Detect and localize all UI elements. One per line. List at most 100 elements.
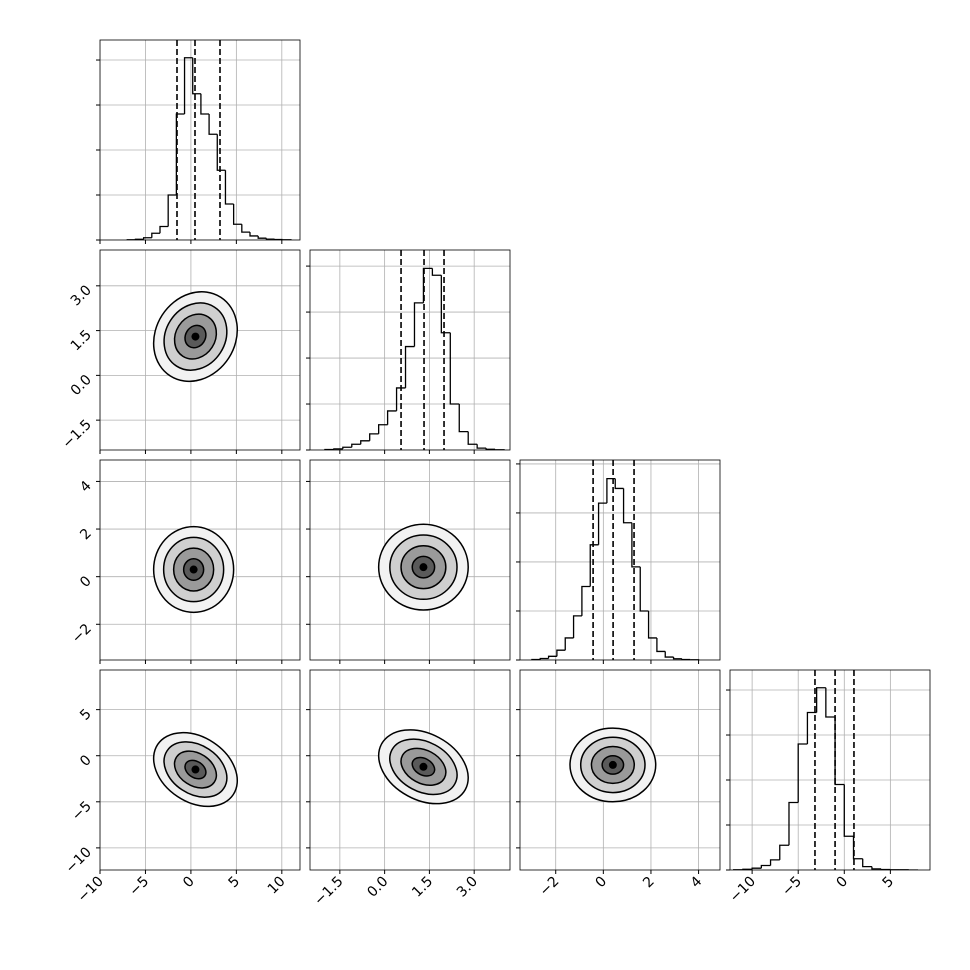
histogram-bin bbox=[192, 57, 201, 95]
histogram-bin bbox=[639, 566, 649, 612]
panel-frame bbox=[309, 669, 511, 871]
histogram-bin bbox=[769, 859, 780, 866]
center-point bbox=[608, 760, 617, 769]
histogram-bin bbox=[647, 610, 657, 639]
y-tick-label: 0 bbox=[77, 752, 95, 770]
histogram-bin bbox=[159, 225, 169, 234]
x-tick-label: −5 bbox=[779, 874, 805, 900]
y-tick-label: 1.5 bbox=[68, 327, 95, 354]
center-point bbox=[191, 332, 200, 341]
histogram-bin bbox=[167, 194, 177, 227]
histogram-bin bbox=[547, 655, 557, 659]
panel bbox=[730, 670, 930, 870]
histogram-bin bbox=[333, 448, 343, 450]
x-tick-label: 0 bbox=[593, 874, 611, 892]
histogram-bin bbox=[672, 657, 682, 660]
panel-frame bbox=[519, 459, 721, 661]
x-tick-label: −10 bbox=[75, 874, 107, 906]
histogram-bin bbox=[216, 134, 226, 171]
histogram-bin bbox=[241, 224, 250, 233]
histogram-bin bbox=[871, 866, 882, 870]
histogram-bin bbox=[572, 615, 582, 638]
histogram-bin bbox=[369, 433, 379, 441]
center-point bbox=[419, 762, 428, 771]
histogram-bin bbox=[485, 448, 496, 450]
panel-frame bbox=[309, 459, 511, 661]
histogram-bin bbox=[224, 170, 234, 205]
center-point bbox=[189, 565, 198, 574]
histogram-bin bbox=[797, 743, 808, 803]
panel bbox=[310, 250, 510, 450]
y-tick-label: 5 bbox=[77, 706, 95, 724]
histogram-bin bbox=[142, 237, 152, 240]
histogram-bin bbox=[151, 232, 160, 238]
x-tick-label: −2 bbox=[537, 874, 563, 900]
histogram-bin bbox=[458, 404, 469, 433]
histogram-bin bbox=[834, 717, 845, 786]
y-tick-label: −10 bbox=[63, 844, 95, 876]
panel-frame bbox=[99, 669, 301, 871]
histogram-bin bbox=[664, 651, 674, 658]
y-tick-label: −1.5 bbox=[59, 417, 94, 452]
center-point bbox=[191, 765, 200, 774]
histogram-bin bbox=[779, 844, 789, 860]
panel bbox=[520, 460, 720, 660]
histogram-bin bbox=[467, 431, 478, 445]
y-tick-label: 0 bbox=[77, 573, 95, 591]
histogram-bin bbox=[581, 585, 591, 616]
histogram-bin bbox=[589, 544, 599, 587]
histogram-bin bbox=[200, 93, 210, 115]
panel-frame bbox=[519, 669, 721, 871]
histogram-bin bbox=[788, 801, 799, 846]
histogram-bin bbox=[825, 687, 836, 718]
histogram-bin bbox=[440, 275, 451, 334]
x-tick-label: 4 bbox=[688, 873, 706, 891]
histogram-bin bbox=[404, 345, 415, 388]
x-tick-label: −1.5 bbox=[311, 874, 346, 909]
histogram-bin bbox=[656, 637, 666, 653]
histogram-bin bbox=[265, 238, 275, 240]
y-tick-label: 0.0 bbox=[68, 372, 95, 399]
x-tick-label: 2 bbox=[640, 874, 658, 892]
histogram-bin bbox=[631, 522, 641, 568]
panel bbox=[310, 460, 510, 660]
x-tick-label: 0 bbox=[833, 874, 851, 892]
x-tick-label: 10 bbox=[265, 874, 289, 898]
histogram-bin bbox=[622, 488, 632, 524]
histogram-bin bbox=[360, 440, 370, 445]
x-tick-label: −10 bbox=[727, 874, 759, 906]
histogram-bin bbox=[556, 649, 566, 657]
histogram-bin bbox=[614, 478, 624, 490]
histogram-bin bbox=[806, 711, 817, 745]
histogram-bin bbox=[606, 477, 616, 504]
x-tick-label: 3.0 bbox=[454, 874, 481, 901]
x-tick-label: 1.5 bbox=[409, 874, 436, 901]
panel-frame bbox=[99, 459, 301, 661]
histogram-bin bbox=[395, 387, 406, 411]
panel bbox=[100, 670, 300, 870]
y-tick-label: −5 bbox=[69, 798, 95, 824]
histogram-bin bbox=[431, 268, 442, 276]
histogram-bin bbox=[597, 502, 607, 545]
panel bbox=[520, 670, 720, 870]
histogram-bin bbox=[351, 443, 361, 448]
y-tick-label: −2 bbox=[69, 621, 95, 647]
histogram-bin bbox=[413, 302, 424, 347]
panel bbox=[100, 40, 300, 240]
histogram-bin bbox=[183, 57, 193, 115]
panel bbox=[100, 460, 300, 660]
y-tick-label: 4 bbox=[77, 478, 95, 496]
histogram-bin bbox=[843, 784, 854, 837]
x-tick-label: 5 bbox=[880, 874, 898, 892]
histogram-bin bbox=[760, 864, 771, 869]
histogram-bin bbox=[681, 658, 691, 660]
histogram-bin bbox=[208, 114, 218, 135]
x-tick-label: 0.0 bbox=[364, 874, 391, 901]
histogram-bin bbox=[449, 332, 460, 405]
histogram-bin bbox=[539, 657, 549, 660]
panel-frame bbox=[99, 39, 301, 241]
histogram-bin bbox=[342, 446, 352, 449]
histogram-bin bbox=[852, 836, 863, 860]
histogram-bin bbox=[751, 867, 762, 870]
